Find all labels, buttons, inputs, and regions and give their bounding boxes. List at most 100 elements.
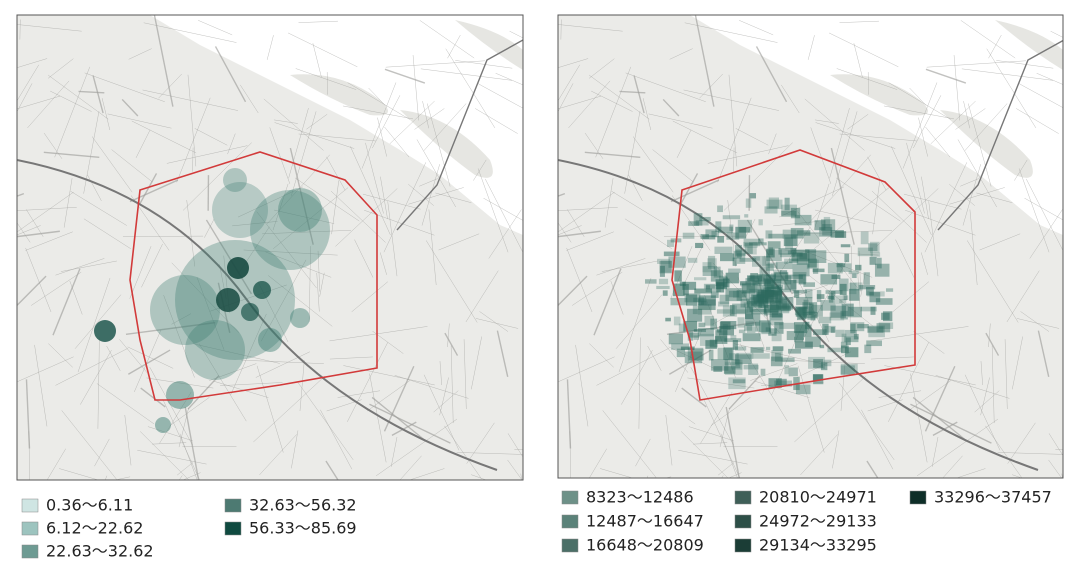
road [141, 243, 163, 288]
road [47, 74, 109, 120]
road [723, 142, 793, 211]
road [892, 281, 929, 313]
road [888, 82, 951, 120]
road [227, 133, 236, 155]
road [214, 46, 247, 103]
road [558, 191, 615, 233]
heat-patch [749, 288, 764, 301]
heat-patch [715, 221, 722, 232]
heat-patch [765, 230, 773, 239]
heat-patch [864, 344, 872, 354]
heat-patch [719, 321, 731, 330]
heat-patch [803, 282, 815, 287]
heat-patch [687, 308, 703, 322]
heat-patch [720, 253, 735, 262]
road [121, 98, 139, 117]
road [477, 168, 509, 253]
heat-patch [668, 256, 686, 268]
road [986, 48, 1037, 129]
heat-patch [719, 325, 735, 336]
road [727, 200, 736, 267]
legend-label: 20810～24971 [759, 488, 877, 507]
road [445, 48, 496, 129]
road [463, 339, 467, 409]
road [1012, 474, 1023, 478]
road [312, 43, 322, 78]
road [662, 98, 680, 117]
heat-patch [869, 256, 877, 265]
heat-patch [831, 274, 841, 279]
road [342, 105, 414, 120]
road [625, 72, 706, 103]
heat-patch [876, 257, 882, 269]
heat-patch [759, 320, 771, 333]
road [596, 258, 646, 276]
road [866, 460, 879, 478]
road [615, 294, 663, 349]
road [735, 128, 769, 146]
heat-patch [765, 346, 771, 351]
heat-patch [729, 305, 735, 316]
road [166, 145, 248, 164]
heat-patch [749, 193, 757, 199]
heat-patch [790, 207, 801, 219]
heat-patch [844, 329, 858, 337]
heat-patch [673, 316, 681, 326]
heat-patch [667, 239, 675, 247]
heat-patch [755, 321, 760, 332]
heat-patch [836, 263, 852, 272]
heat-patch [711, 230, 720, 238]
heat-patch [713, 266, 721, 278]
heat-patch [844, 336, 859, 343]
heat-patch [729, 224, 734, 231]
road [683, 89, 780, 111]
road [80, 350, 112, 405]
road [408, 187, 464, 205]
heat-patch [742, 333, 761, 342]
road [1037, 330, 1050, 377]
heat-patch [753, 256, 760, 261]
heat-patch [860, 231, 869, 245]
heat-patch [736, 309, 748, 314]
road [176, 462, 194, 476]
road [43, 132, 63, 159]
road [980, 361, 983, 386]
road [624, 218, 672, 250]
road [294, 177, 360, 222]
road [240, 84, 259, 114]
heat-patch [764, 279, 782, 290]
heat-patch [738, 329, 746, 334]
road [351, 281, 388, 313]
road [423, 103, 467, 151]
heat-patch [769, 314, 783, 326]
heat-patch [694, 277, 707, 281]
heat-patch [734, 346, 747, 351]
road [924, 162, 968, 253]
road [1014, 159, 1028, 181]
road [520, 473, 522, 480]
road [298, 20, 338, 23]
heat-patch [658, 278, 669, 285]
heat-patch [819, 227, 833, 237]
road [690, 367, 734, 446]
road [963, 101, 971, 129]
heat-patch [788, 367, 798, 377]
road [728, 74, 738, 167]
heat-patch [863, 272, 870, 285]
road [1024, 197, 1063, 221]
heat-patch [724, 359, 740, 366]
road [813, 183, 830, 231]
heat-patch [841, 303, 854, 317]
road [439, 377, 449, 416]
heat-patch [820, 274, 838, 285]
heat-patch [844, 253, 850, 263]
road [572, 271, 623, 306]
road [1007, 422, 1036, 464]
road [648, 113, 713, 129]
heat-patch [719, 294, 730, 305]
heat-patch [695, 242, 704, 249]
heat-patch [717, 205, 723, 213]
road [558, 275, 588, 307]
heat-patch [805, 249, 817, 254]
road [725, 406, 740, 478]
